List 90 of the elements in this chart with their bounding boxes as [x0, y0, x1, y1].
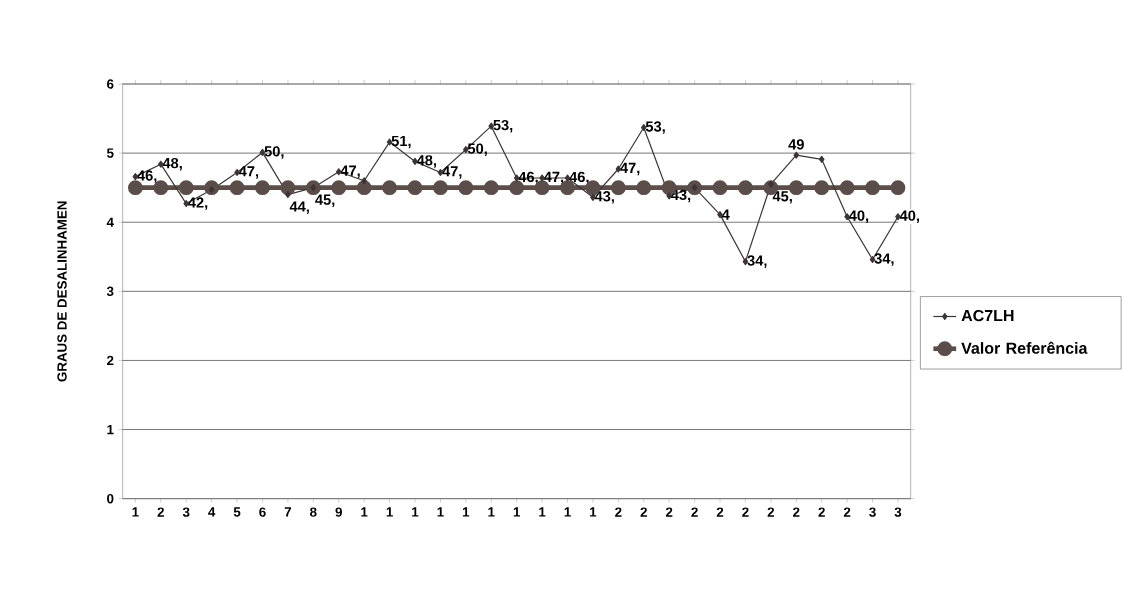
y-tick-label: 4: [106, 217, 114, 227]
legend-label: Valor Referência: [961, 341, 1088, 354]
annotation: 40,: [848, 210, 869, 223]
annotation: 46,: [569, 171, 589, 185]
annotation: 49: [788, 139, 804, 150]
x-tick-label: 1: [361, 507, 368, 517]
x-tick-label: 5: [233, 507, 241, 517]
x-tick-label: 1: [386, 507, 393, 517]
y-tick-label: 0: [107, 493, 114, 504]
x-tick-label: 6: [259, 507, 266, 517]
annotation: 47,: [238, 166, 259, 179]
annotation: 47,: [620, 162, 640, 176]
annotation: 43,: [671, 189, 691, 203]
y-tick-label: 5: [106, 148, 114, 158]
x-tick-label: 2: [665, 507, 673, 517]
x-tick-label: 1: [437, 507, 444, 517]
x-tick-label: 4: [208, 507, 216, 517]
point: [407, 180, 423, 195]
annotation: 50,: [264, 146, 284, 159]
point: [433, 180, 448, 195]
point: [356, 180, 372, 195]
x-tick-label: 3: [869, 507, 876, 517]
x-tick-label: 1: [539, 507, 546, 517]
y-tick-label: 2: [107, 355, 114, 365]
annotation: 46,: [137, 170, 157, 183]
y-tick-label: 3: [106, 286, 114, 296]
point: [814, 180, 830, 195]
annotation: 48,: [162, 157, 182, 171]
x-tick-label: 1: [513, 507, 521, 517]
x-tick-label: 2: [157, 507, 164, 517]
annotation: 48,: [416, 155, 436, 168]
annotation: 34,: [747, 255, 767, 268]
x-tick-label: 1: [564, 507, 571, 517]
point: [255, 180, 270, 195]
annotation: 47,: [340, 165, 360, 178]
x-tick-label: 2: [716, 507, 724, 517]
x-tick-label: 2: [818, 507, 825, 517]
y-axis-title: GRAUS DE DESALINHAMEN: [57, 201, 67, 382]
x-tick-label: 2: [615, 507, 622, 517]
x-tick-label: 2: [843, 507, 851, 517]
point: [361, 177, 367, 185]
x-tick-label: 2: [767, 507, 775, 517]
point: [178, 180, 194, 195]
annotation: 46,: [518, 171, 538, 185]
x-tick-label: 7: [284, 507, 292, 517]
annotation: 45,: [772, 191, 792, 204]
x-tick-label: 1: [488, 507, 495, 517]
annotation: 40,: [899, 210, 919, 223]
point: [890, 180, 906, 195]
x-tick-label: 1: [132, 507, 139, 517]
point: [712, 180, 728, 195]
x-tick-label: 1: [590, 507, 597, 517]
point: [793, 151, 800, 159]
point: [229, 180, 245, 195]
annotation: 51,: [391, 135, 411, 149]
x-tick-label: 2: [742, 507, 749, 517]
x-tick-label: 2: [640, 507, 647, 517]
y-tick-label: 1: [107, 424, 114, 434]
x-tick-label: 9: [335, 507, 342, 517]
x-tick-label: 3: [182, 507, 190, 517]
x-tick-label: 2: [691, 507, 698, 517]
x-tick-label: 1: [412, 507, 419, 517]
x-tick-label: 8: [310, 507, 317, 517]
y-tick-label: 6: [107, 79, 114, 89]
x-tick-label: 3: [894, 507, 902, 517]
annotation: 53,: [493, 119, 513, 133]
point: [839, 180, 855, 195]
point: [382, 180, 397, 195]
annotation: 34,: [874, 253, 894, 266]
legend-label: AC7LH: [961, 309, 1014, 322]
point: [280, 180, 296, 195]
annotation: 43,: [594, 190, 614, 204]
point: [483, 180, 499, 195]
x-tick-label: 2: [793, 507, 800, 517]
annotation: 47,: [442, 166, 462, 179]
annotation: 47,: [543, 171, 564, 185]
point: [285, 190, 291, 198]
point: [818, 155, 825, 163]
annotation: 4: [721, 209, 730, 220]
point: [865, 180, 880, 195]
x-tick-label: 1: [462, 507, 470, 517]
annotation: 45,: [315, 194, 335, 207]
point: [458, 180, 474, 195]
point: [331, 180, 347, 195]
point: [636, 180, 652, 195]
annotation: 42,: [188, 197, 208, 210]
annotation: 44,: [289, 201, 309, 214]
annotation: 50,: [467, 143, 487, 156]
point: [738, 180, 753, 195]
annotation: 53,: [645, 121, 665, 134]
